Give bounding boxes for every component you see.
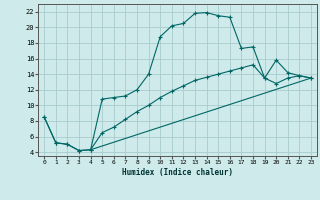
X-axis label: Humidex (Indice chaleur): Humidex (Indice chaleur) (122, 168, 233, 177)
